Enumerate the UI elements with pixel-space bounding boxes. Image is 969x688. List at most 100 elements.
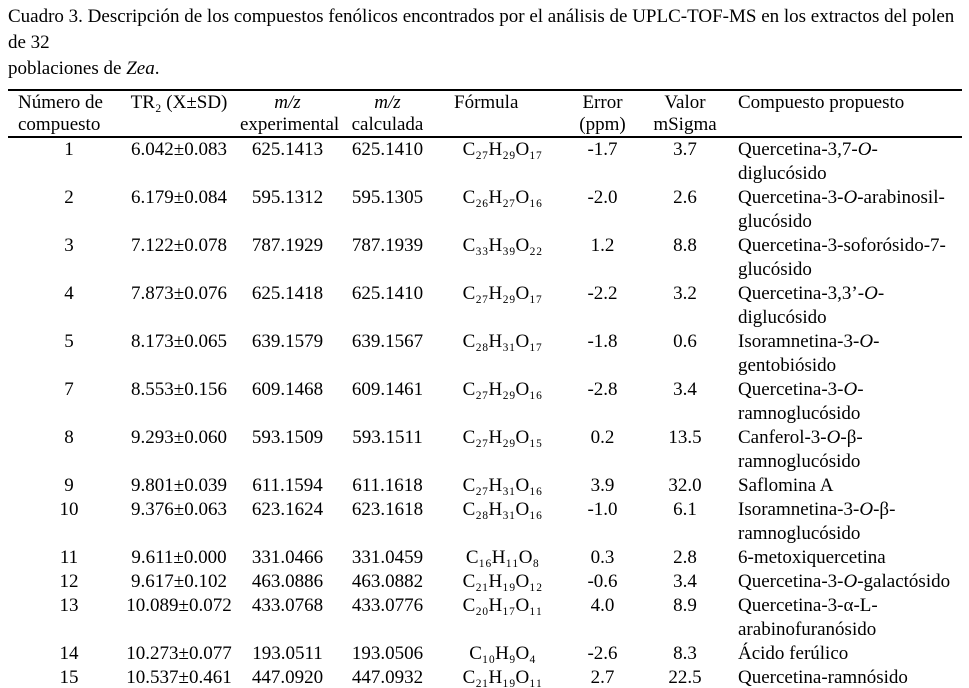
cell-error-ppm: -2.8 xyxy=(587,379,618,400)
cell-proposed-compound: Saflomina A xyxy=(738,475,834,496)
cell-mz-calculated: 433.0776 xyxy=(351,595,424,616)
cell-formula: C₃₃H₃₉O₂₂ xyxy=(462,235,543,256)
cell-formula: C₁₀H₉O₄ xyxy=(469,643,536,664)
cell-error-ppm: 4.0 xyxy=(590,595,615,616)
table-body: 1 6.042±0.083 625.1413 625.1410 C₂₇H₂₉O₁… xyxy=(8,137,962,688)
cell-msigma: 22.5 xyxy=(668,667,702,688)
cell-mz-experimental: 433.0768 xyxy=(251,595,324,616)
cell-compound-number: 9 xyxy=(64,475,74,496)
cell-mz-experimental: 463.0886 xyxy=(251,571,324,592)
cell-mz-calculated: 609.1461 xyxy=(351,379,424,400)
cell-formula: C₂₇H₂₉O₁₇ xyxy=(462,283,543,304)
header-line: Fórmula xyxy=(454,92,519,113)
table-row: 10 9.376±0.063 623.1624 623.1618 C₂₈H₃₁O… xyxy=(8,498,962,546)
header-msigma: Valor mSigma xyxy=(640,90,730,138)
table-row: 15 10.537±0.461 447.0920 447.0932 C₂₁H₁₉… xyxy=(8,666,962,688)
cell-formula: C₂₈H₃₁O₁₆ xyxy=(462,499,543,520)
cell-retention-time: 8.173±0.065 xyxy=(131,331,227,352)
cell-compound-number: 15 xyxy=(59,667,79,688)
table-caption: Cuadro 3. Descripción de los compuestos … xyxy=(8,6,955,79)
header-proposed-compound: Compuesto propuesto xyxy=(730,90,962,138)
cell-formula: C₂₇H₃₁O₁₆ xyxy=(462,475,543,496)
header-line: TR₂ (X±SD) xyxy=(130,92,228,113)
cell-error-ppm: 0.3 xyxy=(590,547,615,568)
cell-msigma: 8.9 xyxy=(673,595,697,616)
cell-compound-number: 11 xyxy=(59,547,79,568)
cell-msigma: 6.1 xyxy=(673,499,697,520)
cell-retention-time: 10.273±0.077 xyxy=(126,643,232,664)
table-row: 11 9.611±0.000 331.0466 331.0459 C₁₆H₁₁O… xyxy=(8,546,962,570)
header-line: experimental xyxy=(240,114,340,135)
table-row: 14 10.273±0.077 193.0511 193.0506 C₁₀H₉O… xyxy=(8,642,962,666)
cell-compound-number: 2 xyxy=(64,187,74,208)
header-compound-number: Número de compuesto xyxy=(8,90,118,138)
cell-mz-experimental: 623.1624 xyxy=(251,499,324,520)
cell-error-ppm: -0.6 xyxy=(587,571,618,592)
header-formula: Fórmula xyxy=(440,90,565,138)
cell-error-ppm: -2.6 xyxy=(587,643,618,664)
cell-mz-calculated: 593.1511 xyxy=(352,427,423,448)
cell-msigma: 8.8 xyxy=(673,235,697,256)
cell-msigma: 3.7 xyxy=(673,139,697,160)
header-line: compuesto xyxy=(18,114,101,135)
header-mz-calculated: m/z calculada xyxy=(335,90,440,138)
cell-mz-calculated: 639.1567 xyxy=(351,331,424,352)
cell-proposed-compound: Quercetina-3,7-O-diglucósido xyxy=(738,139,878,184)
cell-mz-calculated: 625.1410 xyxy=(351,139,424,160)
header-line: m/z xyxy=(274,92,301,113)
cell-msigma: 3.4 xyxy=(673,571,697,592)
cell-mz-calculated: 787.1939 xyxy=(351,235,424,256)
cell-retention-time: 9.293±0.060 xyxy=(131,427,227,448)
cell-retention-time: 7.122±0.078 xyxy=(131,235,227,256)
cell-compound-number: 7 xyxy=(64,379,74,400)
cell-retention-time: 6.179±0.084 xyxy=(131,187,227,208)
cell-retention-time: 6.042±0.083 xyxy=(131,139,227,160)
cell-formula: C₂₈H₃₁O₁₇ xyxy=(462,331,543,352)
cell-proposed-compound: Ácido ferúlico xyxy=(738,643,849,664)
cell-retention-time: 10.089±0.072 xyxy=(126,595,232,616)
cell-retention-time: 8.553±0.156 xyxy=(131,379,227,400)
cell-mz-experimental: 193.0511 xyxy=(252,643,323,664)
cell-compound-number: 12 xyxy=(59,571,79,592)
cell-proposed-compound: Canferol-3-O-β-ramnoglucósido xyxy=(738,427,863,472)
cell-mz-experimental: 609.1468 xyxy=(251,379,324,400)
cell-msigma: 3.2 xyxy=(673,283,697,304)
header-error-ppm: Error (ppm) xyxy=(565,90,640,138)
cell-mz-calculated: 331.0459 xyxy=(351,547,424,568)
table-row: 12 9.617±0.102 463.0886 463.0882 C₂₁H₁₉O… xyxy=(8,570,962,594)
cell-msigma: 3.4 xyxy=(673,379,697,400)
cell-mz-calculated: 625.1410 xyxy=(351,283,424,304)
cell-compound-number: 8 xyxy=(64,427,74,448)
header-line: mSigma xyxy=(653,114,717,135)
header-row: Número de compuesto TR₂ (X±SD) m/z exper… xyxy=(8,90,962,138)
cell-mz-experimental: 595.1312 xyxy=(251,187,324,208)
cell-formula: C₂₆H₂₇O₁₆ xyxy=(462,187,543,208)
cell-compound-number: 1 xyxy=(64,139,74,160)
table-header: Número de compuesto TR₂ (X±SD) m/z exper… xyxy=(8,90,962,138)
table-row: 5 8.173±0.065 639.1579 639.1567 C₂₈H₃₁O₁… xyxy=(8,330,962,378)
cell-retention-time: 10.537±0.461 xyxy=(126,667,232,688)
cell-mz-experimental: 331.0466 xyxy=(251,547,324,568)
cell-error-ppm: -1.7 xyxy=(587,139,618,160)
cell-error-ppm: 0.2 xyxy=(590,427,615,448)
cell-msigma: 2.6 xyxy=(673,187,697,208)
cell-mz-calculated: 463.0882 xyxy=(351,571,424,592)
cell-mz-experimental: 611.1594 xyxy=(252,475,323,496)
cell-mz-experimental: 593.1509 xyxy=(251,427,324,448)
compounds-table: Número de compuesto TR₂ (X±SD) m/z exper… xyxy=(8,89,962,688)
cell-mz-calculated: 595.1305 xyxy=(351,187,424,208)
cell-formula: C₂₇H₂₉O₁₆ xyxy=(462,379,543,400)
header-line: Error xyxy=(582,92,623,113)
cell-proposed-compound: 6-metoxiquercetina xyxy=(738,547,886,568)
cell-formula: C₂₀H₁₇O₁₁ xyxy=(462,595,543,616)
cell-proposed-compound: Quercetina-3-O-arabinosil-glucósido xyxy=(738,187,945,232)
cell-error-ppm: -2.0 xyxy=(587,187,618,208)
cell-formula: C₁₆H₁₁O₈ xyxy=(465,547,540,568)
cell-formula: C₂₇H₂₉O₁₅ xyxy=(462,427,543,448)
cell-proposed-compound: Quercetina-ramnósido xyxy=(738,667,908,688)
header-retention-time: TR₂ (X±SD) xyxy=(118,90,240,138)
cell-formula: C₂₁H₁₉O₁₂ xyxy=(462,571,543,592)
cell-compound-number: 4 xyxy=(64,283,74,304)
cell-mz-calculated: 623.1618 xyxy=(351,499,424,520)
